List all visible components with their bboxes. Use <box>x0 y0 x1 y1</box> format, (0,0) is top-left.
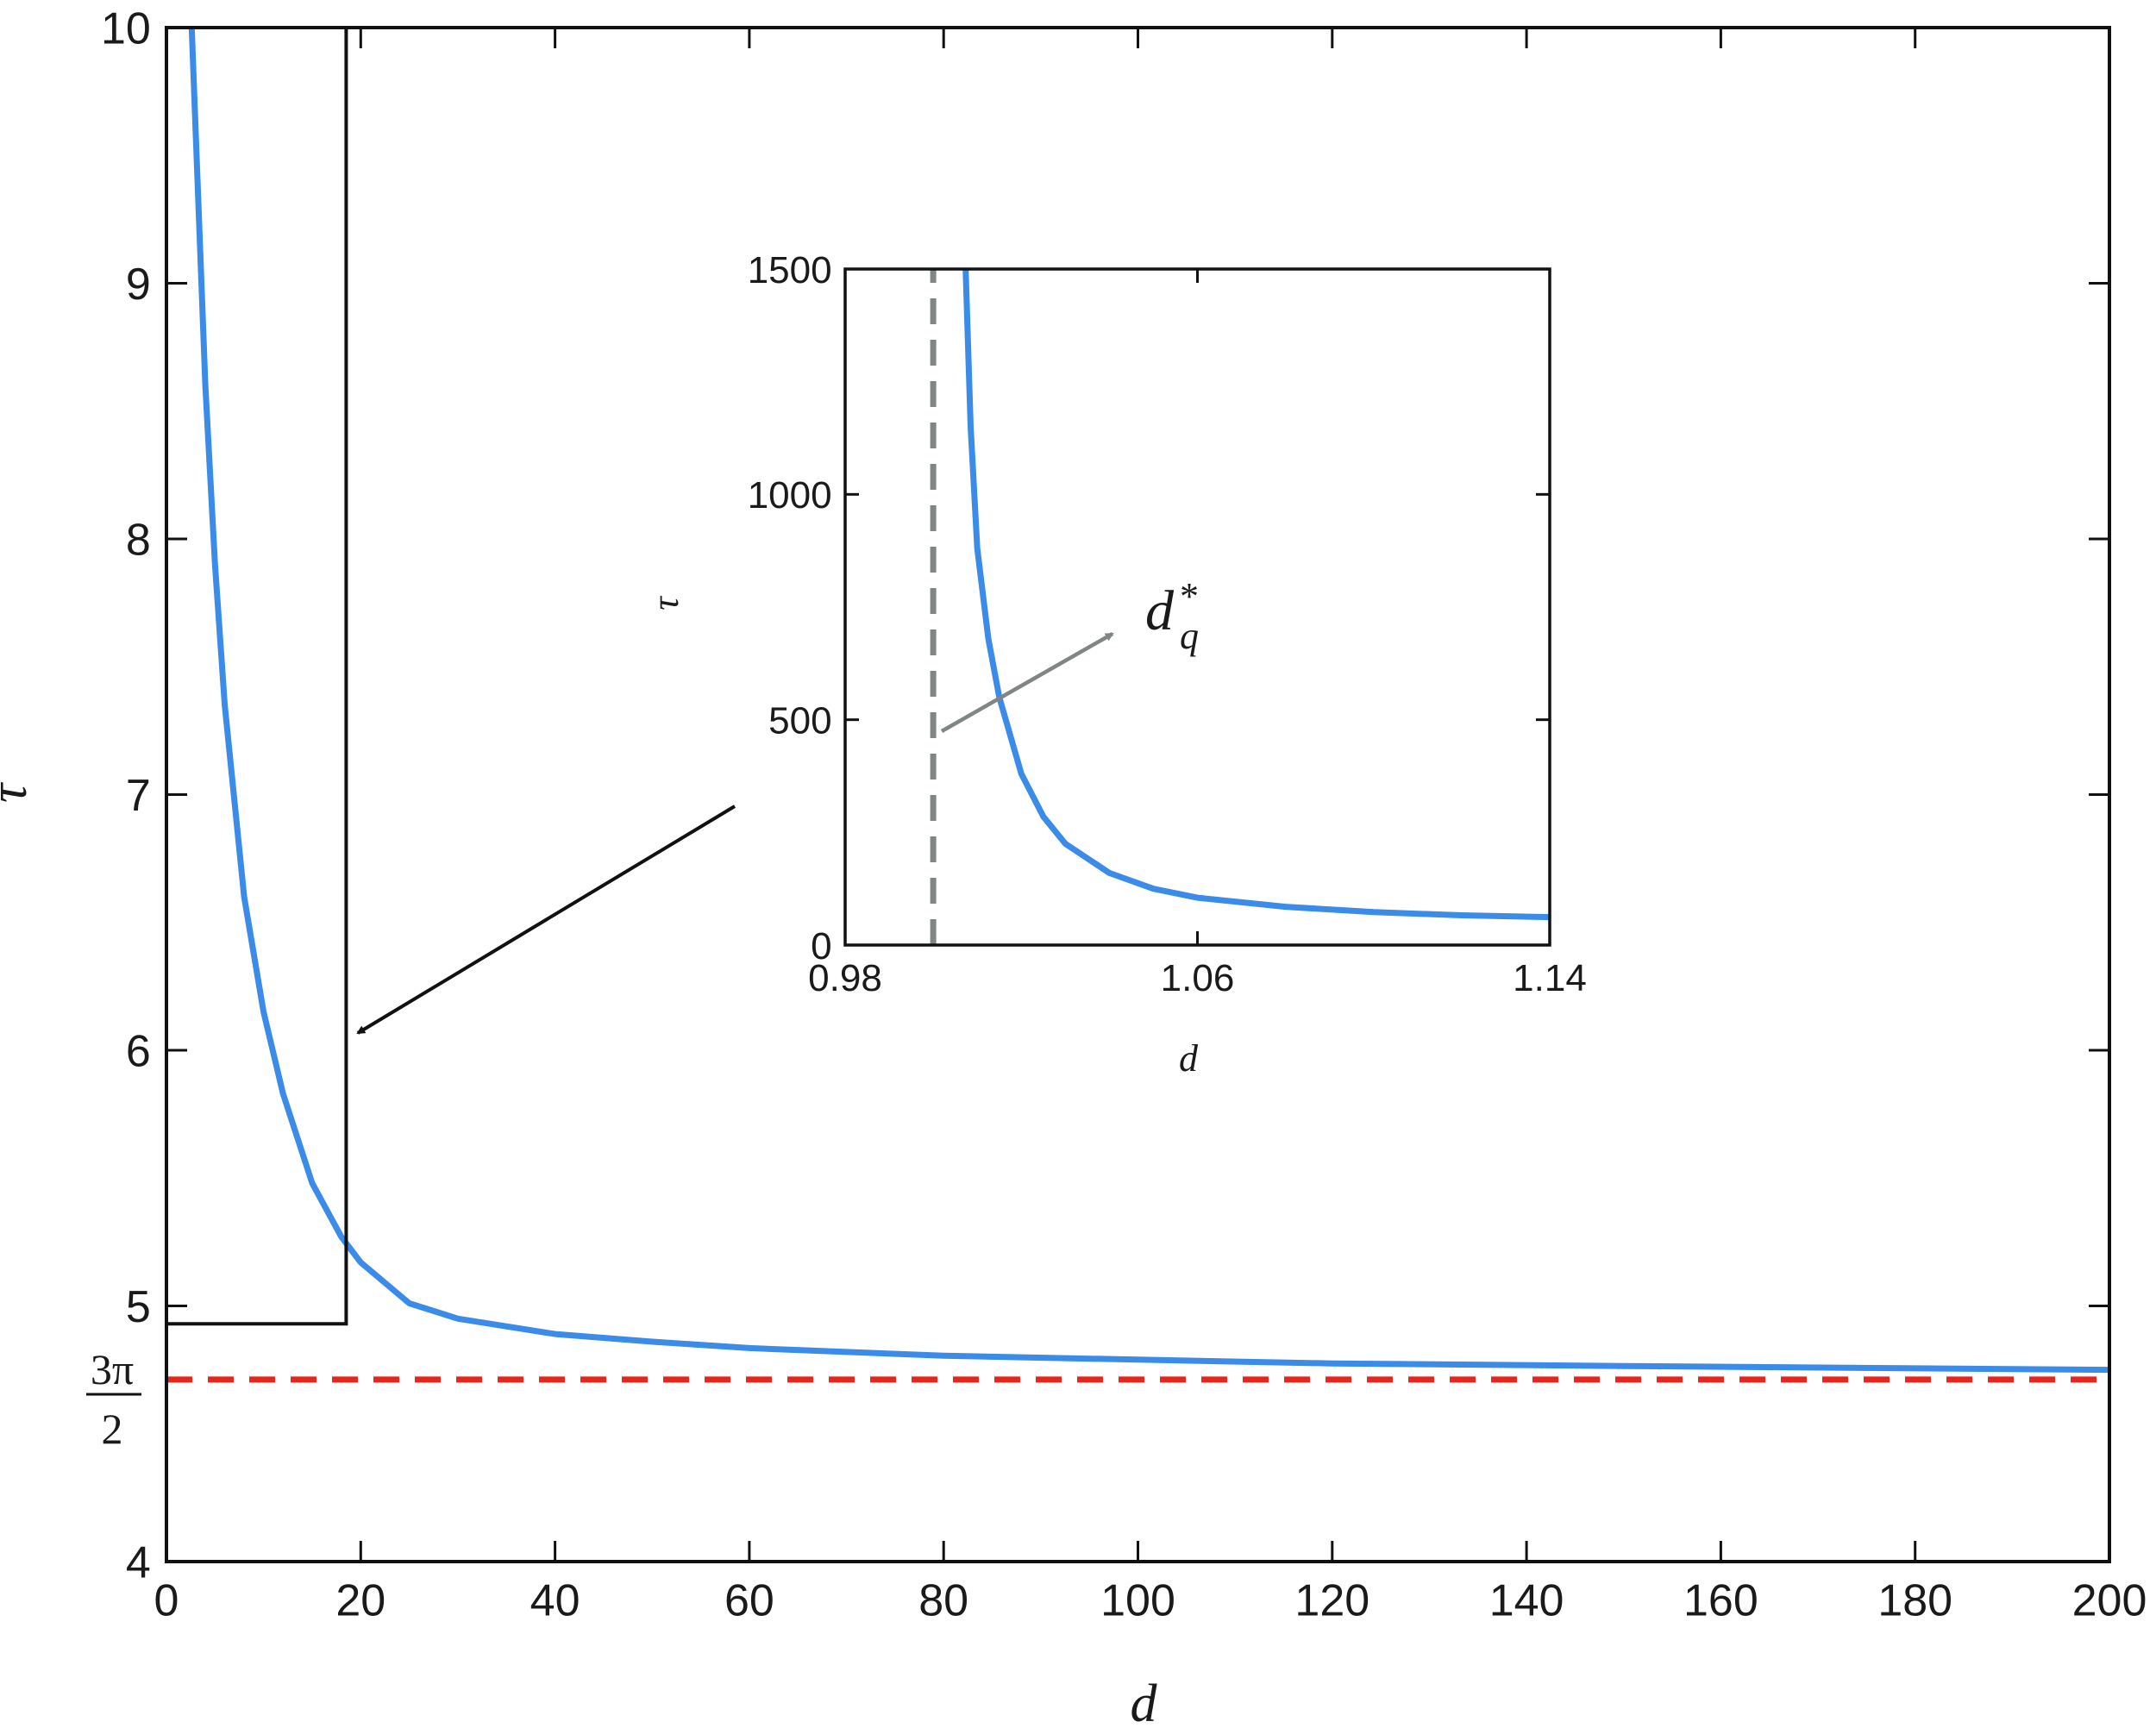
main-series-group <box>166 27 2110 1383</box>
dq-star-base: d <box>1145 579 1175 642</box>
main-x-axis-label: d <box>1131 1675 1158 1728</box>
inset-ticks <box>843 267 1551 947</box>
y-tick-label: 5 <box>126 1282 151 1332</box>
zoom-arrow <box>356 805 736 1035</box>
dq-star-annotation: d * q <box>1145 575 1199 657</box>
y-tick-label: 0 <box>811 925 831 967</box>
x-tick-label: 0.98 <box>808 957 882 999</box>
y-tick-label: 7 <box>126 771 151 821</box>
x-tick-label: 160 <box>1683 1575 1758 1625</box>
inset-x-axis-label: d <box>1179 1037 1199 1080</box>
tau-curve <box>188 27 2110 1374</box>
dq-star-subscript: q <box>1180 615 1199 657</box>
special-tick-numerator: 3π <box>91 1345 134 1393</box>
x-tick-label: 60 <box>724 1575 774 1625</box>
dq-star-superscript: * <box>1180 575 1199 617</box>
x-tick-label: 0 <box>154 1575 179 1625</box>
inset-plot: 0.98 1.06 1.14 0 500 1000 1500 d τ d * q <box>644 249 1587 1080</box>
y-tick-label: 9 <box>126 260 151 310</box>
main-ticks <box>165 26 2111 1563</box>
x-tick-label: 140 <box>1489 1575 1564 1625</box>
x-tick-label: 40 <box>530 1575 580 1625</box>
y-tick-label: 8 <box>126 516 151 566</box>
x-tick-label: 200 <box>2072 1575 2147 1625</box>
x-tick-label: 100 <box>1100 1575 1175 1625</box>
y-tick-label: 10 <box>101 4 151 54</box>
x-tick-label: 120 <box>1294 1575 1369 1625</box>
zoom-box <box>165 26 348 1326</box>
y-tick-label: 4 <box>126 1538 151 1588</box>
dq-star-arrow <box>940 632 1114 733</box>
x-tick-label: 80 <box>918 1575 968 1625</box>
inset-series-group <box>930 268 1551 945</box>
y-tick-label: 6 <box>126 1027 151 1077</box>
y-tick-label: 1000 <box>748 474 832 517</box>
y-tick-label: 1500 <box>748 249 832 291</box>
inset-y-axis-label: τ <box>644 595 686 610</box>
x-tick-label: 1.14 <box>1513 957 1587 999</box>
x-tick-label: 20 <box>335 1575 385 1625</box>
inset-tick-labels: 0.98 1.06 1.14 0 500 1000 1500 <box>748 249 1587 999</box>
x-tick-label: 180 <box>1877 1575 1952 1625</box>
special-tick-denominator: 2 <box>102 1405 123 1453</box>
inset-background <box>845 269 1550 945</box>
x-tick-label: 1.06 <box>1161 957 1235 999</box>
tau-curve <box>962 268 1551 921</box>
main-y-axis-label: τ <box>0 781 38 803</box>
y-tick-label: 500 <box>768 700 831 742</box>
three-pi-over-two-tick-label: 3π 2 <box>86 1345 141 1453</box>
